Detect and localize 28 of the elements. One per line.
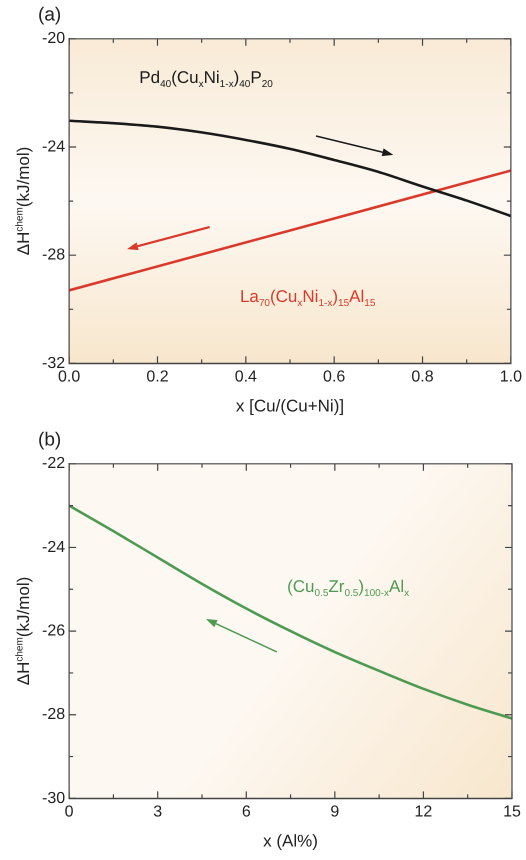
x-tick-label: 1.0 xyxy=(500,368,522,386)
y-tick-label: -20 xyxy=(42,30,66,48)
x-axis-title: x [Cu/(Cu+Ni)] xyxy=(236,396,344,416)
y-tick-label: -28 xyxy=(42,246,66,264)
x-tick-label: 0.2 xyxy=(146,368,169,386)
y-tick-label: -26 xyxy=(42,622,66,640)
chart-title: (a) xyxy=(38,4,62,26)
x-tick-label: 15 xyxy=(503,803,521,820)
y-tick-label: -30 xyxy=(42,790,66,807)
x-tick-label: 6 xyxy=(242,803,251,820)
x-axis-title: x (Al%) xyxy=(263,831,318,850)
x-tick-label: 3 xyxy=(153,803,162,820)
x-tick-label: 12 xyxy=(414,803,432,820)
x-tick-label: 0 xyxy=(64,803,74,820)
line-series xyxy=(69,119,511,218)
text: Pd$_{40}$(Cu$_{x}$Ni$_{1-x}$)$_{40}$P$_{20}$ xyxy=(139,68,273,91)
y-tick-label: -24 xyxy=(42,538,66,556)
y-tick-label: -24 xyxy=(42,138,66,156)
y-tick-label: -22 xyxy=(42,455,66,472)
line-series xyxy=(69,504,512,720)
y-tick-label: -28 xyxy=(42,706,66,724)
x-tick-label: 0.4 xyxy=(234,368,258,386)
x-tick-label: 9 xyxy=(330,803,340,820)
text: La$_{70}$(Cu$_{x}$Ni$_{1-x}$)$_{15}$Al$_{15}$ xyxy=(240,286,376,309)
x-tick-label: 0.8 xyxy=(411,368,434,386)
x-tick-label: 0.6 xyxy=(323,368,346,386)
series-label: (Cu$_{0.5}$Zr$_{0.5}$)$_{100-x}$Al$_{x}$ xyxy=(287,576,410,599)
chart-title: (b) xyxy=(38,430,62,451)
